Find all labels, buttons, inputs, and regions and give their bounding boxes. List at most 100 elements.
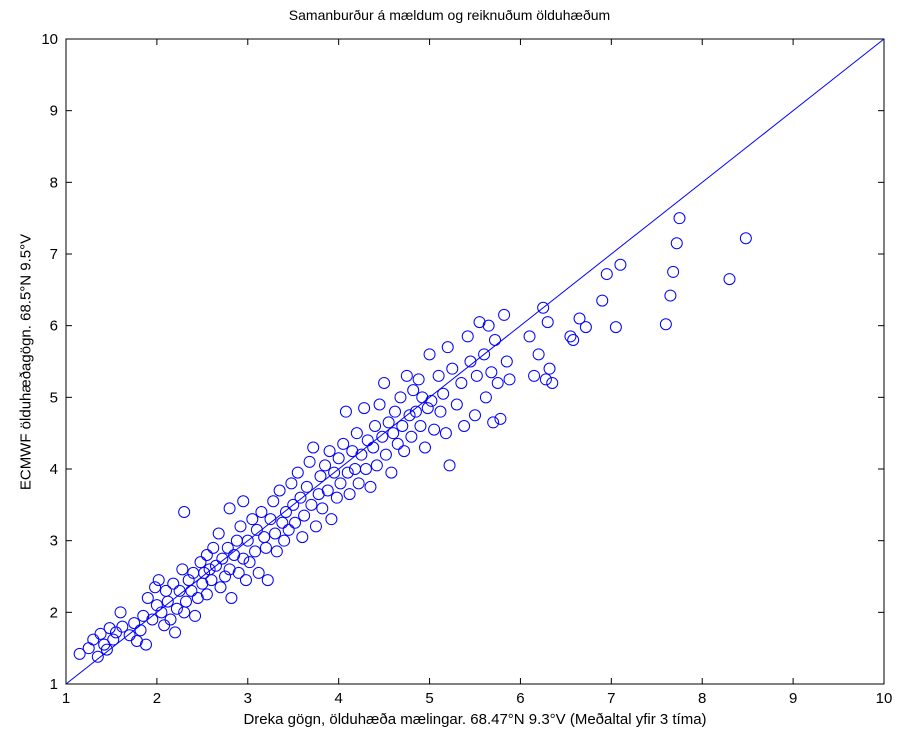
data-point [252, 566, 265, 579]
data-point [461, 330, 474, 343]
data-point [455, 377, 468, 389]
data-point [269, 527, 282, 540]
data-point [234, 520, 247, 533]
data-point [134, 624, 147, 637]
data-point [439, 427, 452, 440]
x-tick-label: 8 [698, 690, 706, 707]
data-point [464, 355, 477, 368]
data-points [73, 212, 752, 663]
data-point [303, 455, 316, 468]
data-point [279, 506, 292, 518]
data-point [414, 420, 427, 432]
data-point [394, 391, 407, 404]
data-point [209, 559, 222, 572]
data-point [670, 237, 683, 250]
data-point [314, 470, 327, 483]
data-point [500, 355, 513, 368]
data-point [189, 609, 202, 622]
data-point [503, 373, 516, 386]
data-point [382, 416, 395, 429]
data-point [179, 595, 192, 608]
data-point [387, 427, 400, 440]
data-point [421, 402, 434, 415]
data-point [600, 268, 613, 281]
data-point [432, 369, 445, 382]
data-point [139, 638, 152, 651]
data-point [337, 437, 350, 450]
data-point [212, 527, 225, 540]
y-tick-label: 4 [50, 461, 58, 478]
data-point [294, 491, 307, 504]
data-point [352, 477, 365, 490]
data-point [482, 319, 495, 332]
data-point [232, 566, 245, 579]
data-point [200, 549, 213, 561]
data-point [659, 318, 672, 331]
data-point [321, 484, 334, 497]
data-point [478, 348, 491, 361]
data-point [87, 633, 100, 646]
data-point [485, 366, 498, 379]
data-point [350, 427, 363, 440]
data-point [370, 459, 383, 472]
data-point [441, 341, 454, 354]
y-tick-label: 1 [50, 676, 58, 693]
data-point [409, 405, 422, 418]
data-point [488, 334, 501, 346]
data-point [376, 430, 389, 443]
x-tick-label: 10 [876, 690, 893, 707]
data-point [470, 369, 483, 382]
data-point [479, 391, 492, 404]
y-tick-label: 2 [50, 604, 58, 621]
data-point [267, 495, 280, 508]
chart-title: Samanburður á mældum og reiknuðum ölduhæ… [288, 7, 611, 23]
axis-ticks: 1 2 3 4 5 6 7 8 9 10 1 2 3 4 5 6 7 8 9 10 [41, 31, 892, 707]
data-point [343, 488, 356, 501]
data-point [103, 622, 116, 635]
data-point [328, 466, 341, 479]
data-point [378, 377, 391, 389]
data-point [307, 441, 320, 454]
data-point [403, 409, 416, 422]
data-point [243, 556, 256, 569]
data-point [164, 613, 177, 626]
data-point [491, 377, 504, 389]
data-point [367, 441, 380, 454]
data-point [216, 552, 229, 565]
data-point [358, 402, 371, 415]
x-tick-label: 6 [516, 690, 524, 707]
data-point [523, 330, 536, 343]
data-point [425, 394, 438, 407]
data-point [332, 452, 345, 465]
data-point [373, 398, 386, 411]
data-point [341, 466, 354, 479]
data-point [579, 321, 592, 334]
data-point [219, 570, 232, 583]
y-tick-label: 5 [50, 389, 58, 406]
data-point [91, 650, 104, 663]
x-tick-label: 9 [789, 690, 797, 707]
y-tick-label: 6 [50, 318, 58, 335]
y-tick-label: 8 [50, 174, 58, 191]
data-point [300, 480, 313, 493]
x-tick-label: 4 [334, 690, 342, 707]
data-point [537, 301, 550, 314]
data-point [309, 520, 322, 533]
data-point [359, 463, 372, 475]
data-point [469, 409, 481, 422]
data-point [446, 362, 459, 375]
x-tick-label: 5 [425, 690, 433, 707]
data-point [428, 423, 441, 436]
data-point [528, 369, 541, 382]
data-point [596, 294, 609, 307]
data-point [296, 531, 309, 544]
data-point [539, 373, 552, 386]
data-point [241, 534, 254, 547]
y-tick-label: 3 [50, 533, 58, 550]
data-point [146, 613, 159, 626]
data-point [155, 606, 168, 619]
data-point [323, 445, 336, 458]
data-point [398, 445, 411, 458]
data-point [285, 477, 298, 490]
